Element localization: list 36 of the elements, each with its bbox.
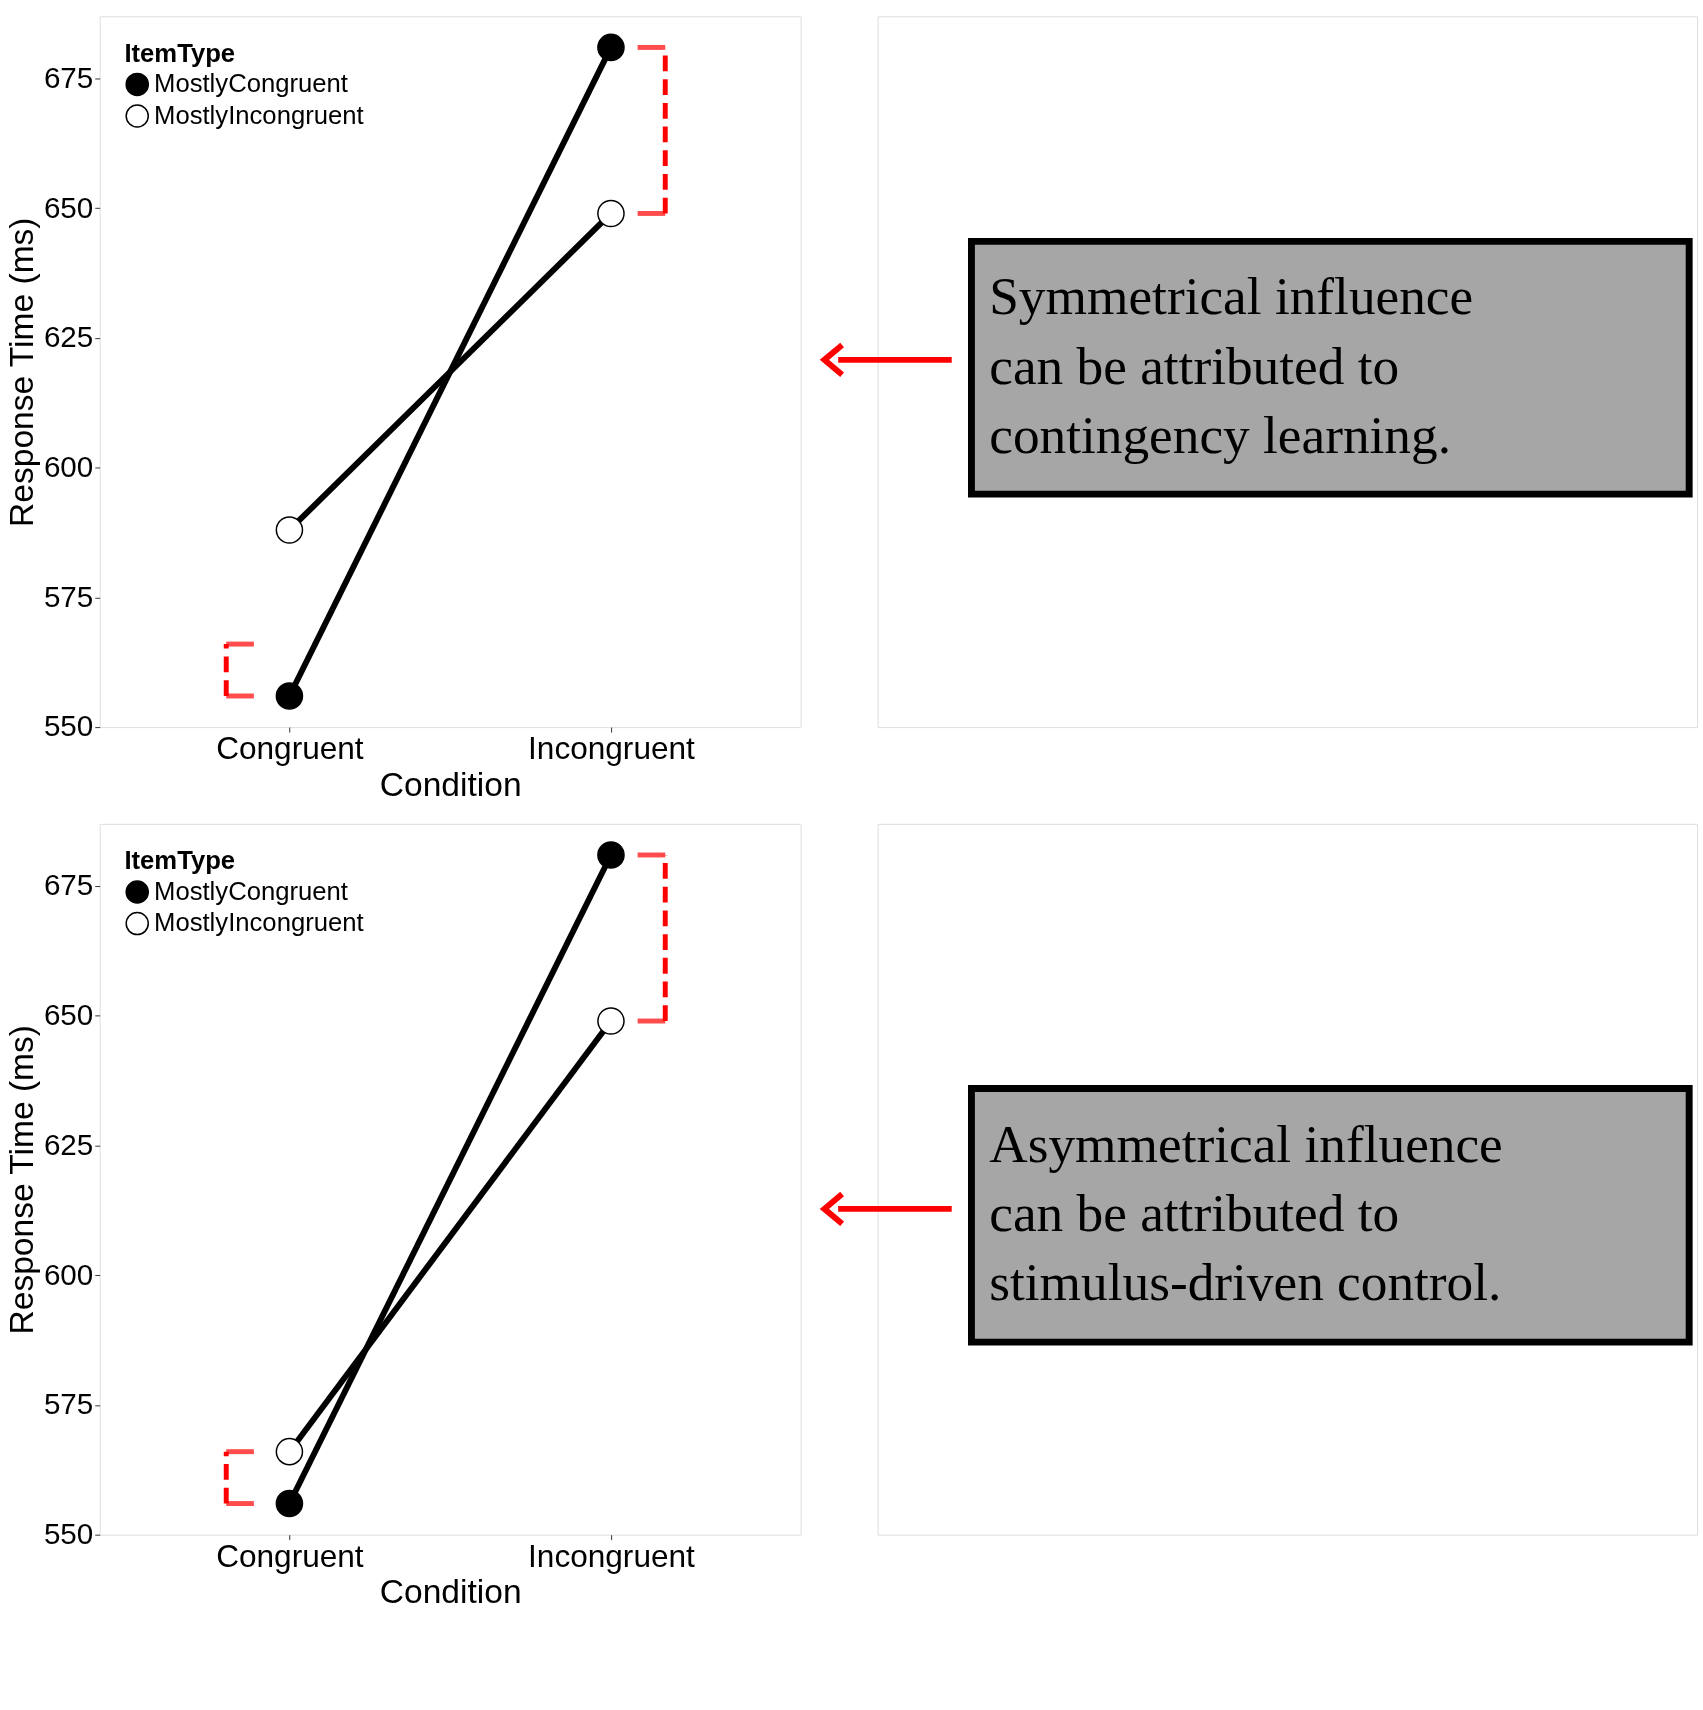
y-tick-label: 625 <box>43 320 94 354</box>
point <box>275 516 304 544</box>
point <box>597 199 625 228</box>
y-tick-label: 650 <box>43 998 94 1032</box>
y-tick-label: 550 <box>43 709 94 743</box>
x-tick-label: Incongruent <box>528 1537 696 1574</box>
y-tick-label: 675 <box>43 868 94 902</box>
text: Symmetrical influence can be attributed to contingency learning. <box>989 266 1474 465</box>
legend-label: MostlyCongruent <box>154 69 348 98</box>
legend-label: MostlyIncongruent <box>154 908 364 937</box>
y-tick-label: 575 <box>43 579 94 613</box>
x-axis-title: Condition <box>379 1573 522 1611</box>
y-tick-label: 600 <box>43 450 94 484</box>
point <box>597 1007 625 1035</box>
point <box>597 33 625 62</box>
point <box>275 1437 304 1466</box>
y-tick-label: 625 <box>43 1127 94 1161</box>
y-tick-label: 550 <box>43 1517 94 1551</box>
y-tick-label: 675 <box>43 60 94 94</box>
y-axis-title: Response Time (ms) <box>3 217 41 527</box>
legend-title: ItemType <box>124 846 236 875</box>
y-tick-label: 650 <box>43 190 94 224</box>
legend-title: ItemType <box>124 38 236 67</box>
y-tick-label: 600 <box>43 1257 94 1291</box>
point <box>275 1489 304 1518</box>
text: Asymmetrical influence can be attributed to stimulus-driven control. <box>989 1113 1503 1313</box>
point <box>597 841 625 869</box>
y-axis-title: Response Time (ms) <box>3 1025 41 1335</box>
x-axis-title: Condition <box>379 765 522 803</box>
y-tick-label: 575 <box>43 1387 94 1421</box>
x-tick-label: Congruent <box>216 1537 364 1574</box>
legend-label: MostlyIncongruent <box>154 100 364 129</box>
x-tick-label: Congruent <box>216 730 364 767</box>
x-tick-label: Incongruent <box>528 730 696 767</box>
legend-label: MostlyCongruent <box>154 876 348 905</box>
point <box>275 682 304 710</box>
